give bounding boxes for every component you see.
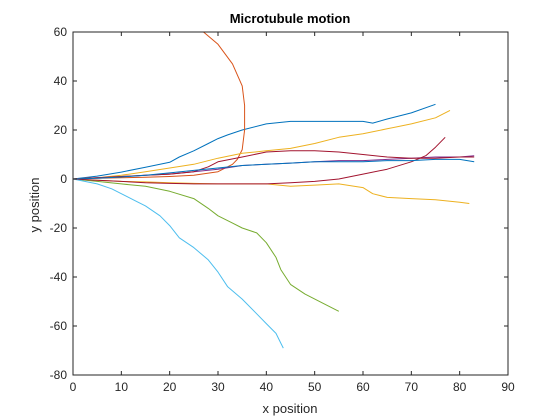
x-tick-label: 40 — [260, 380, 274, 394]
x-tick-label: 50 — [308, 380, 322, 394]
y-tick-label: -60 — [50, 319, 68, 333]
y-tick-label: -40 — [50, 270, 68, 284]
y-tick-label: -20 — [50, 221, 68, 235]
x-tick-label: 60 — [356, 380, 370, 394]
series-line-7 — [72, 178, 284, 349]
y-tick-label: 0 — [60, 172, 67, 186]
series-line-2 — [72, 31, 246, 180]
x-tick-label: 80 — [453, 380, 467, 394]
series-layer — [72, 31, 475, 349]
x-tick-label: 10 — [115, 380, 129, 394]
x-tick-label: 90 — [501, 380, 515, 394]
series-line-10 — [72, 158, 475, 180]
x-axis-label: x position — [263, 401, 318, 416]
y-tick-label: -80 — [50, 368, 68, 382]
plot-area — [73, 32, 508, 375]
series-line-1 — [72, 103, 436, 180]
series-line-6 — [72, 178, 340, 312]
y-tick-label: 60 — [54, 25, 68, 39]
series-line-4 — [72, 178, 470, 204]
series-line-3 — [72, 109, 451, 180]
y-tick-label: 20 — [54, 123, 68, 137]
axes-box — [72, 31, 509, 376]
x-tick-label: 70 — [405, 380, 419, 394]
x-tick-label: 30 — [211, 380, 225, 394]
axes-layer: 0 10 20 30 40 50 60 70 80 90 60 40 20 0 -20 -40 -60 -80 — [50, 25, 515, 394]
y-tick-label: 40 — [54, 74, 68, 88]
chart-title: Microtubule motion — [230, 11, 351, 26]
y-axis-label: y position — [27, 178, 42, 233]
plot-background — [73, 32, 508, 375]
x-tick-label: 0 — [70, 380, 77, 394]
x-tick-label: 20 — [163, 380, 177, 394]
